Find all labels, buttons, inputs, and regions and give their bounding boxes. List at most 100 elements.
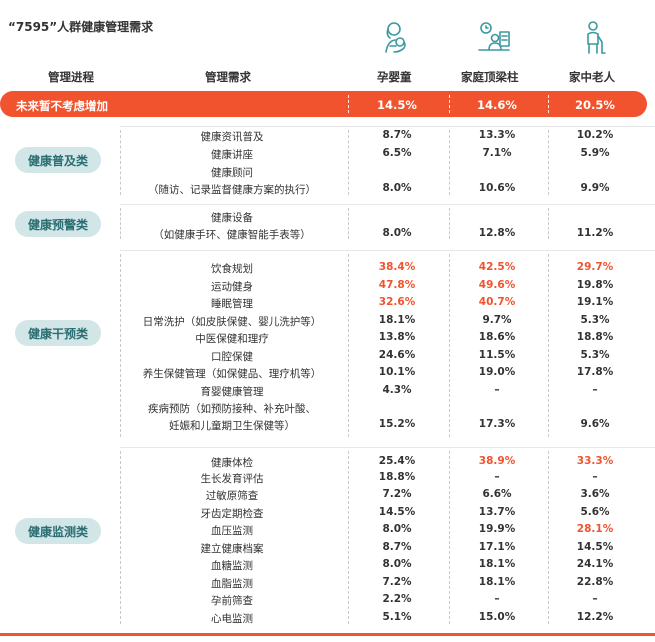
value-cell: 7.1% bbox=[482, 147, 512, 159]
value-cell: 5.3% bbox=[580, 349, 610, 361]
need-item: （随访、记录监督健康方案的执行） bbox=[148, 184, 316, 196]
value-cell: 8.7% bbox=[382, 129, 412, 141]
header-process: 管理进程 bbox=[48, 70, 94, 84]
column-separator bbox=[348, 254, 349, 437]
bar-divider bbox=[548, 95, 549, 113]
need-item: 血糖监测 bbox=[211, 560, 253, 572]
value-cell: 28.1% bbox=[576, 523, 614, 535]
value-cell: 14.5% bbox=[378, 506, 416, 518]
value-cell: 33.3% bbox=[576, 455, 614, 467]
value-cell: 6.5% bbox=[382, 147, 412, 159]
need-item: 妊娠和儿童期卫生保健等） bbox=[169, 420, 295, 432]
group-pill: 健康普及类 bbox=[15, 147, 101, 173]
family-breadwinner-icon bbox=[476, 20, 512, 56]
need-item: 口腔保健 bbox=[211, 351, 253, 363]
value-cell: 24.6% bbox=[378, 349, 416, 361]
value-cell: 19.9% bbox=[478, 523, 516, 535]
column-separator bbox=[120, 254, 121, 437]
group-top-rule bbox=[120, 204, 655, 205]
value-cell: 18.8% bbox=[576, 331, 614, 343]
value-cell: 14.5% bbox=[576, 541, 614, 553]
need-item: 育婴健康管理 bbox=[200, 386, 264, 398]
value-cell: – bbox=[592, 593, 598, 605]
need-item: 疾病预防（如预防接种、补充叶酸、 bbox=[148, 403, 316, 415]
value-cell: 11.2% bbox=[576, 227, 614, 239]
column-separator bbox=[120, 451, 121, 624]
no-increase-col2: 14.6% bbox=[477, 98, 517, 112]
column-separator bbox=[548, 208, 549, 239]
need-item: 健康资讯普及 bbox=[200, 131, 264, 143]
value-cell: 9.7% bbox=[482, 314, 512, 326]
value-cell: 24.1% bbox=[576, 558, 614, 570]
need-item: 健康体检 bbox=[211, 457, 253, 469]
value-cell: 10.1% bbox=[378, 366, 416, 378]
value-cell: 17.1% bbox=[478, 541, 516, 553]
column-separator bbox=[120, 130, 121, 195]
value-cell: 49.6% bbox=[478, 279, 516, 291]
column-separator bbox=[548, 254, 549, 437]
column-separator bbox=[449, 451, 450, 624]
value-cell: 19.8% bbox=[576, 279, 614, 291]
value-cell: 22.8% bbox=[576, 576, 614, 588]
group-top-rule bbox=[120, 250, 655, 251]
no-increase-col1: 14.5% bbox=[377, 98, 417, 112]
need-item: （如健康手环、健康智能手表等） bbox=[153, 229, 311, 241]
column-separator bbox=[449, 208, 450, 239]
need-item: 饮食规划 bbox=[211, 263, 253, 275]
no-increase-label: 未来暂不考虑增加 bbox=[16, 99, 108, 113]
need-item: 养生保健管理（如保健品、理疗机等） bbox=[142, 368, 322, 380]
column-separator bbox=[120, 208, 121, 239]
no-increase-row bbox=[0, 91, 647, 117]
no-increase-col3: 20.5% bbox=[575, 98, 615, 112]
value-cell: – bbox=[494, 471, 500, 483]
value-cell: 15.2% bbox=[378, 418, 416, 430]
need-item: 睡眠管理 bbox=[211, 298, 253, 310]
need-item: 运动健身 bbox=[211, 281, 253, 293]
need-item: 建立健康档案 bbox=[200, 543, 264, 555]
value-cell: 8.0% bbox=[382, 523, 412, 535]
value-cell: 7.2% bbox=[382, 488, 412, 500]
value-cell: 18.8% bbox=[378, 471, 416, 483]
need-item: 牙齿定期检查 bbox=[200, 508, 264, 520]
value-cell: 12.8% bbox=[478, 227, 516, 239]
value-cell: 18.1% bbox=[478, 576, 516, 588]
group-pill: 健康干预类 bbox=[15, 320, 101, 346]
value-cell: 11.5% bbox=[478, 349, 516, 361]
value-cell: 3.6% bbox=[580, 488, 610, 500]
value-cell: 12.2% bbox=[576, 611, 614, 623]
need-item: 中医保健和理疗 bbox=[195, 333, 269, 345]
value-cell: 38.9% bbox=[478, 455, 516, 467]
need-item: 日常洗护（如皮肤保健、婴儿洗护等） bbox=[142, 316, 322, 328]
column-separator bbox=[348, 130, 349, 195]
header-col1: 孕婴童 bbox=[377, 70, 412, 84]
value-cell: 18.6% bbox=[478, 331, 516, 343]
bar-divider bbox=[449, 95, 450, 113]
value-cell: 17.3% bbox=[478, 418, 516, 430]
header-need: 管理需求 bbox=[205, 70, 251, 84]
value-cell: 9.9% bbox=[580, 182, 610, 194]
value-cell: 13.3% bbox=[478, 129, 516, 141]
need-item: 健康顾问 bbox=[211, 167, 253, 179]
group-pill: 健康监测类 bbox=[15, 518, 101, 544]
group-pill: 健康预警类 bbox=[15, 211, 101, 237]
value-cell: 8.0% bbox=[382, 558, 412, 570]
value-cell: 17.8% bbox=[576, 366, 614, 378]
column-separator bbox=[449, 254, 450, 437]
group-top-rule bbox=[120, 447, 655, 448]
value-cell: 5.6% bbox=[580, 506, 610, 518]
need-item: 血脂监测 bbox=[211, 578, 253, 590]
value-cell: 47.8% bbox=[378, 279, 416, 291]
column-separator bbox=[449, 130, 450, 195]
value-cell: 42.5% bbox=[478, 261, 516, 273]
value-cell: 6.6% bbox=[482, 488, 512, 500]
value-cell: 29.7% bbox=[576, 261, 614, 273]
group-top-rule bbox=[120, 126, 655, 127]
column-separator bbox=[548, 451, 549, 624]
header-col3: 家中老人 bbox=[569, 70, 615, 84]
value-cell: 7.2% bbox=[382, 576, 412, 588]
value-cell: 5.1% bbox=[382, 611, 412, 623]
mother-baby-icon bbox=[378, 20, 414, 56]
value-cell: 13.7% bbox=[478, 506, 516, 518]
value-cell: 10.6% bbox=[478, 182, 516, 194]
value-cell: 15.0% bbox=[478, 611, 516, 623]
